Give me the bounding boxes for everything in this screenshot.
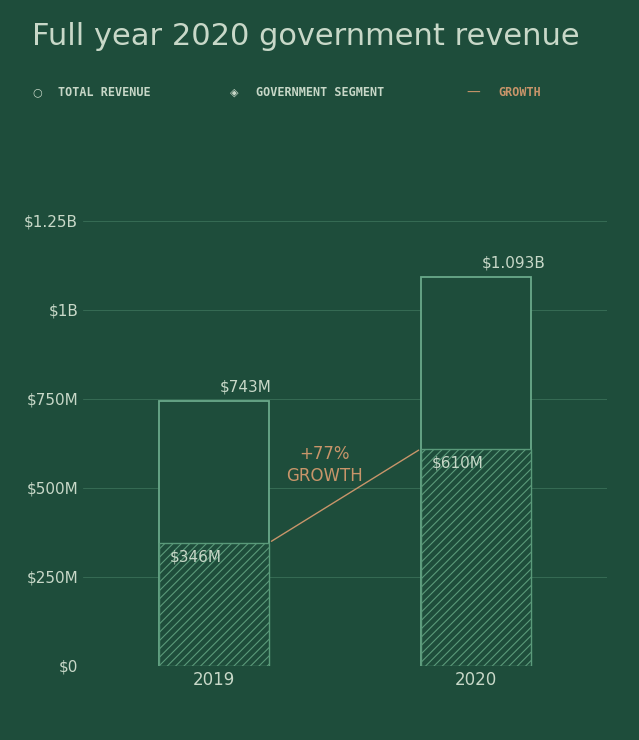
Text: $1.093B: $1.093B [481, 255, 545, 270]
Bar [421, 277, 531, 666]
Text: ◈: ◈ [230, 87, 238, 98]
Text: +77%
GROWTH: +77% GROWTH [286, 445, 362, 485]
Text: GOVERNMENT SEGMENT: GOVERNMENT SEGMENT [256, 86, 384, 99]
Bar [159, 401, 269, 666]
Bar [421, 448, 531, 666]
Text: $346M: $346M [169, 550, 222, 565]
Text: ○: ○ [32, 87, 42, 98]
Text: $743M: $743M [219, 380, 271, 395]
Text: TOTAL REVENUE: TOTAL REVENUE [58, 86, 150, 99]
Text: —: — [466, 86, 481, 99]
Text: Full year 2020 government revenue: Full year 2020 government revenue [32, 22, 580, 51]
Text: GROWTH: GROWTH [498, 86, 541, 99]
Bar [159, 542, 269, 666]
Text: $610M: $610M [431, 456, 483, 471]
